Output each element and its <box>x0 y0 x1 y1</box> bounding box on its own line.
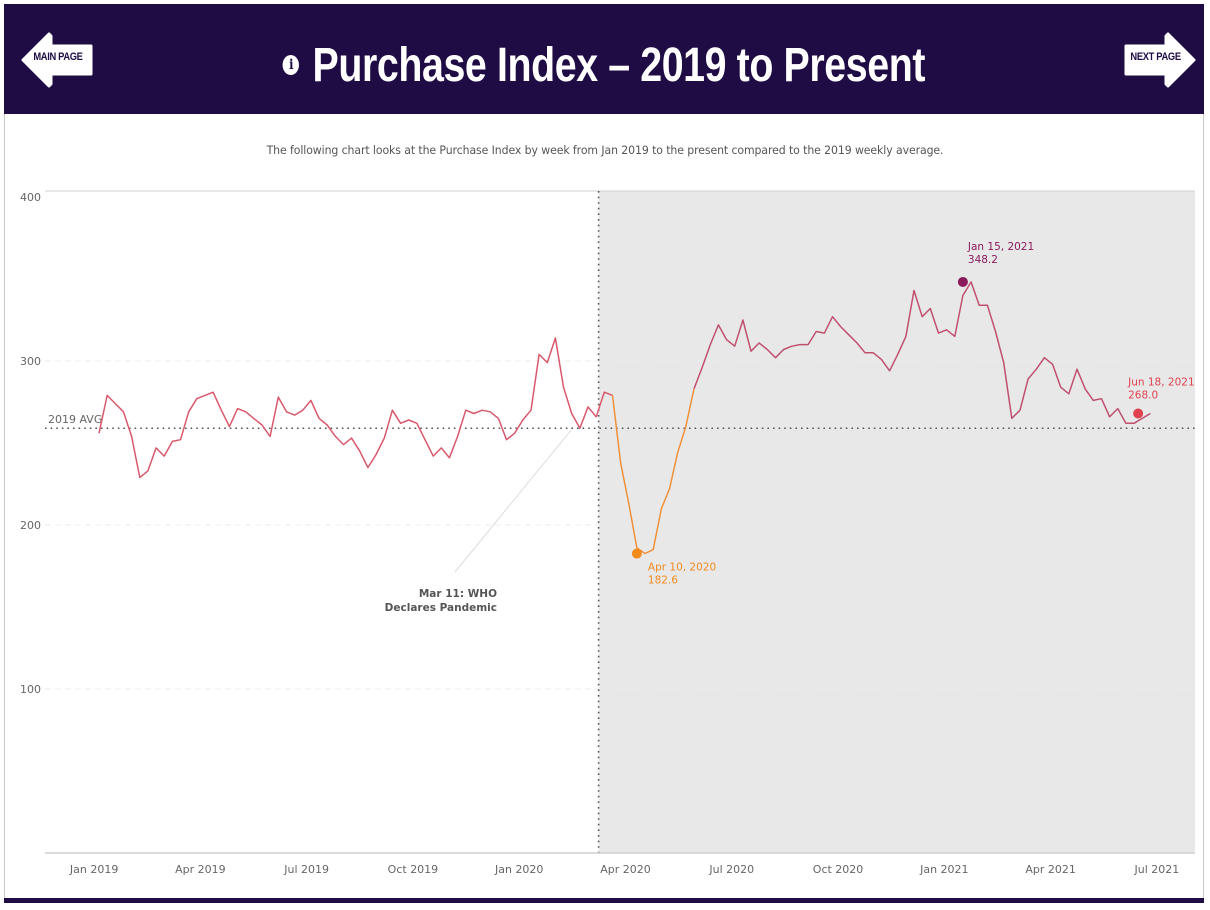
main-page-button[interactable]: MAIN PAGE <box>21 32 93 88</box>
main-page-label: MAIN PAGE <box>33 51 83 63</box>
x-tick-label: Oct 2020 <box>813 863 864 876</box>
annotation-date-label: Jan 15, 2021 <box>967 241 1034 253</box>
series-line-pre-pandemic <box>98 337 613 479</box>
pandemic-label-line1: Mar 11: WHO <box>419 588 497 600</box>
annotation-point <box>631 548 642 559</box>
annotation-value-label: 268.0 <box>1128 389 1158 401</box>
right-arrow-icon <box>1124 32 1196 88</box>
y-tick-label: 100 <box>20 683 41 696</box>
series-line-trough <box>611 388 695 555</box>
header-bar: MAIN PAGE i Purchase Index – 2019 to Pre… <box>4 4 1204 114</box>
x-tick-label: Jul 2019 <box>283 863 329 876</box>
annotation-value-label: 348.2 <box>968 254 998 266</box>
annotation-point <box>1133 408 1144 419</box>
x-tick-label: Jan 2021 <box>919 863 968 876</box>
x-tick-label: Jul 2021 <box>1133 863 1179 876</box>
chart-description: The following chart looks at the Purchas… <box>266 143 944 157</box>
x-tick-label: Apr 2021 <box>1025 863 1076 876</box>
x-tick-label: Apr 2019 <box>175 863 226 876</box>
pandemic-label-line2: Declares Pandemic <box>385 602 497 614</box>
y-tick-label: 400 <box>20 191 41 204</box>
annotation-date-label: Apr 10, 2020 <box>648 562 716 574</box>
annotation-value-label: 182.6 <box>648 575 678 587</box>
series-line-post <box>693 281 1151 425</box>
y-tick-label: 300 <box>20 355 41 368</box>
x-tick-label: Jan 2020 <box>494 863 543 876</box>
pandemic-callout-line <box>454 429 572 573</box>
info-icon[interactable]: i <box>282 55 300 75</box>
reference-line-label: 2019 AVG <box>48 413 102 426</box>
x-tick-label: Oct 2019 <box>388 863 439 876</box>
next-page-button[interactable]: NEXT PAGE <box>1124 32 1196 88</box>
x-tick-label: Jan 2019 <box>69 863 118 876</box>
x-tick-label: Jul 2020 <box>708 863 754 876</box>
left-arrow-icon <box>21 32 93 88</box>
footer-bar <box>4 898 1204 903</box>
y-tick-label: 200 <box>20 519 41 532</box>
annotation-point <box>957 276 968 287</box>
x-tick-label: Apr 2020 <box>600 863 651 876</box>
annotation-date-label: Jun 18, 2021 <box>1127 376 1195 388</box>
next-page-label: NEXT PAGE <box>1130 51 1181 63</box>
pandemic-shaded-region <box>598 191 1195 853</box>
page-title: Purchase Index – 2019 to Present <box>312 38 926 92</box>
page-title-container: i Purchase Index – 2019 to Present <box>112 26 1096 93</box>
